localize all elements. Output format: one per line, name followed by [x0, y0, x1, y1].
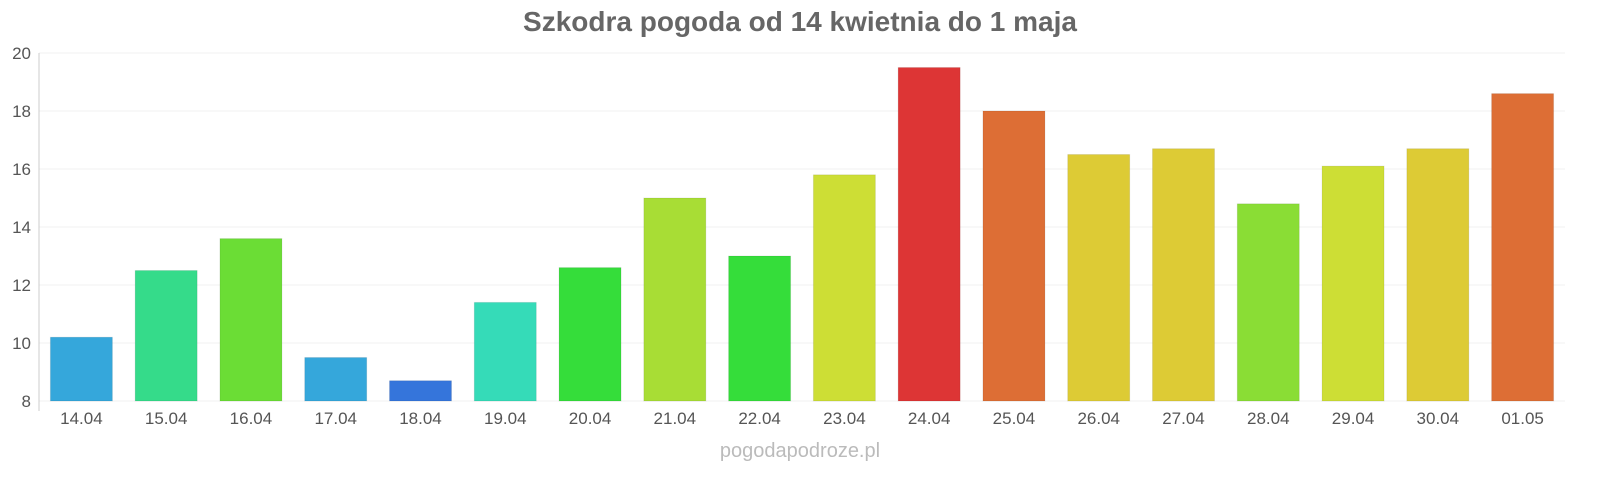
y-tick-label: 20	[12, 44, 31, 63]
bar	[49, 336, 113, 402]
bar	[473, 301, 537, 402]
chart-title: Szkodra pogoda od 14 kwietnia do 1 maja	[523, 6, 1077, 37]
bar	[897, 67, 961, 402]
x-tick-label: 22.04	[738, 409, 781, 428]
bar	[643, 197, 707, 402]
y-tick-label: 14	[12, 218, 31, 237]
x-tick-label: 19.04	[484, 409, 527, 428]
bar	[134, 270, 198, 402]
bar	[1236, 203, 1300, 402]
bar	[1491, 93, 1555, 402]
x-tick-label: 18.04	[399, 409, 442, 428]
bar	[728, 255, 792, 402]
bar	[558, 267, 622, 402]
y-tick-label: 18	[12, 102, 31, 121]
x-tick-label: 16.04	[230, 409, 273, 428]
x-tick-label: 30.04	[1417, 409, 1460, 428]
bar	[219, 238, 283, 402]
bar	[1406, 148, 1470, 402]
x-tick-label: 15.04	[145, 409, 188, 428]
bar	[1321, 165, 1385, 402]
y-tick-label: 8	[22, 392, 31, 411]
bar	[982, 110, 1046, 402]
x-tick-label: 26.04	[1077, 409, 1120, 428]
x-tick-label: 28.04	[1247, 409, 1290, 428]
bar	[304, 357, 368, 402]
source-watermark: pogodapodroze.pl	[719, 440, 881, 462]
bar	[1152, 148, 1215, 402]
x-tick-label: 23.04	[823, 409, 866, 428]
x-tick-label: 25.04	[993, 409, 1036, 428]
x-tick-label: 29.04	[1332, 409, 1375, 428]
bar	[1067, 154, 1131, 402]
bar	[812, 174, 876, 402]
x-tick-label: 24.04	[908, 409, 951, 428]
x-tick-label: 01.05	[1501, 409, 1544, 428]
bar	[389, 380, 452, 402]
y-tick-label: 10	[12, 334, 31, 353]
y-tick-label: 16	[12, 160, 31, 179]
y-tick-label: 12	[12, 276, 31, 295]
x-tick-label: 17.04	[314, 409, 357, 428]
x-tick-label: 21.04	[654, 409, 697, 428]
x-tick-label: 20.04	[569, 409, 612, 428]
x-tick-label: 14.04	[60, 409, 103, 428]
x-tick-label: 27.04	[1162, 409, 1205, 428]
